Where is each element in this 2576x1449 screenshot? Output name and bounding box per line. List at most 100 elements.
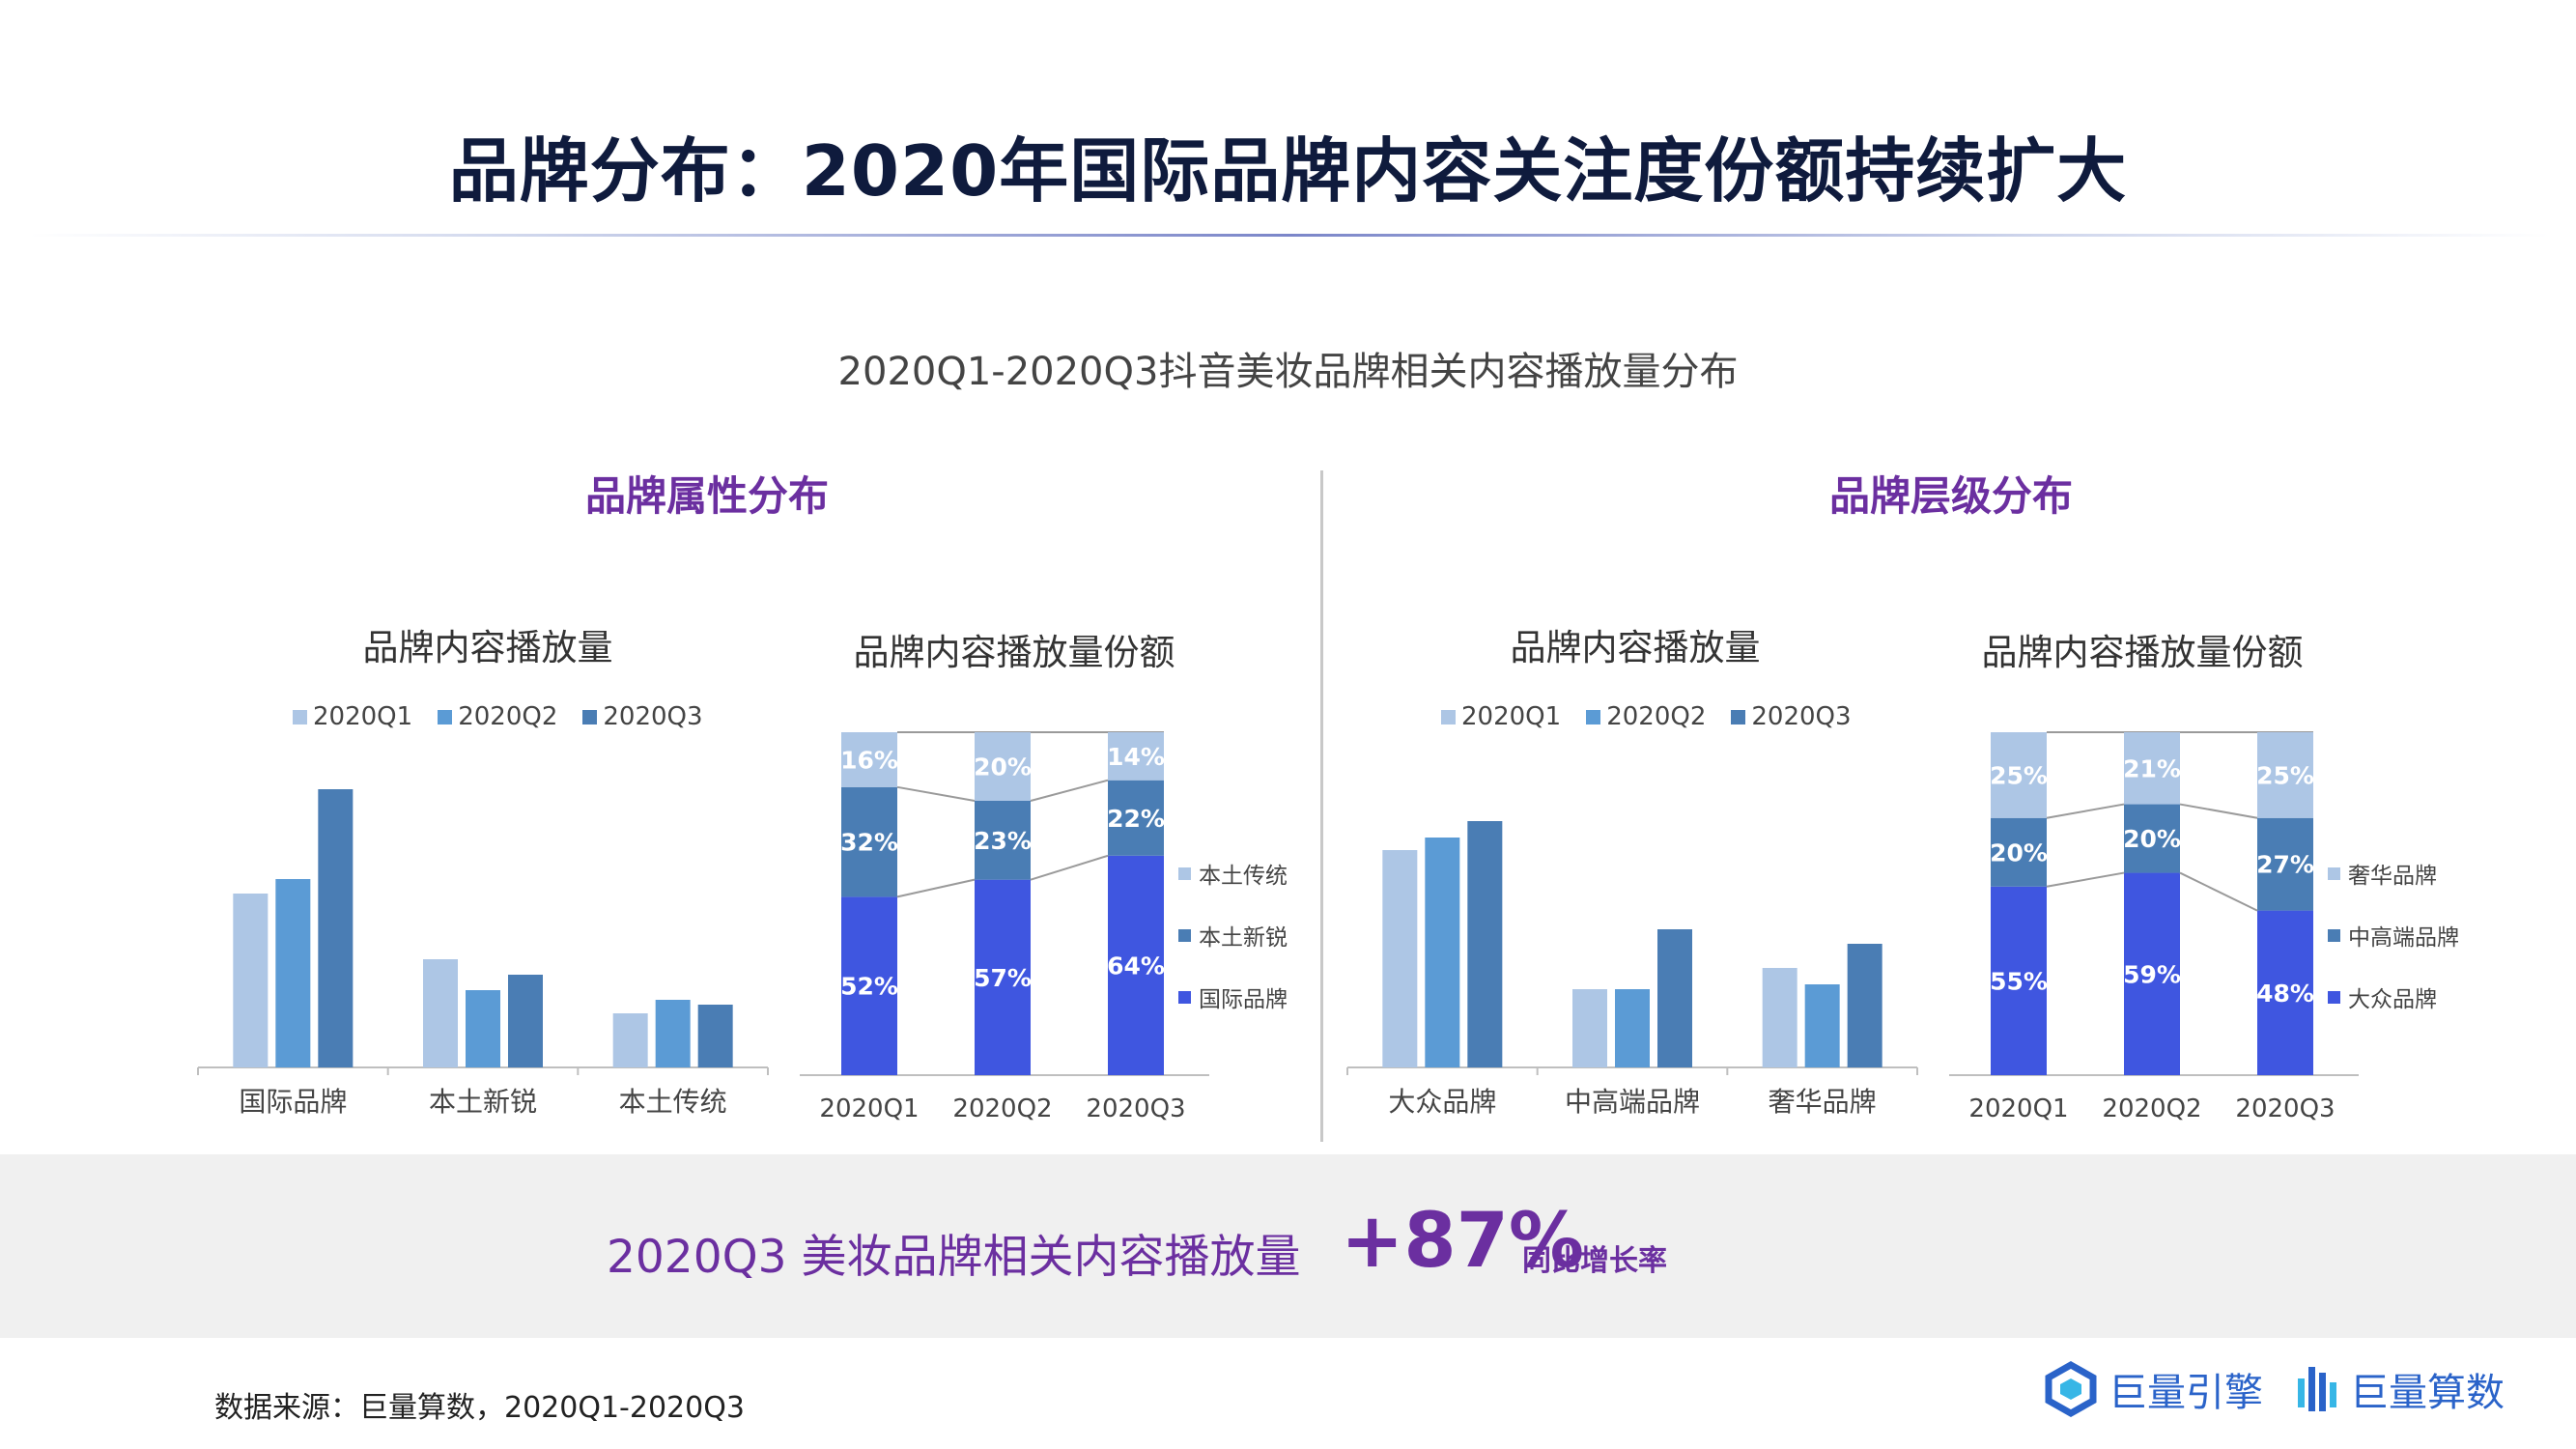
legend-swatch: [582, 709, 598, 724]
legend-swatch: [1586, 709, 1601, 724]
bar: [1615, 989, 1650, 1067]
chart4-title: 品牌内容播放量份额: [1981, 632, 2304, 673]
connector-line: [896, 878, 976, 898]
data-source: 数据来源：巨量算数，2020Q1-2020Q3: [214, 1391, 745, 1425]
bar: [655, 1000, 691, 1067]
segment-label: 55%: [1990, 967, 2048, 995]
chart1-legend: 2020Q1 2020Q2 2020Q3: [293, 702, 703, 731]
legend-label: 2020Q1: [1461, 702, 1562, 731]
suanshu-logo: 巨量算数: [2294, 1360, 2505, 1418]
segment-label: 14%: [1107, 743, 1165, 771]
connector-line: [1030, 779, 1109, 802]
highlight-suffix: 同比增长率: [1522, 1244, 1667, 1278]
chart3-legend: 2020Q1 2020Q2 2020Q3: [1441, 702, 1852, 731]
suanshu-logo-icon: [2298, 1367, 2336, 1411]
legend-swatch: [2328, 867, 2340, 880]
legend-item: 中高端品牌: [2328, 904, 2459, 966]
stack-segment: [2257, 732, 2313, 818]
section-title-attribute: 品牌属性分布: [584, 472, 829, 520]
stack-segment: [841, 732, 897, 787]
bar: [508, 975, 543, 1067]
stack-segment: [1108, 855, 1164, 1075]
legend-label: 2020Q2: [458, 702, 558, 731]
segment-label: 20%: [974, 753, 1032, 781]
segment-label: 20%: [1990, 838, 2048, 867]
x-tick-label: 本土新锐: [429, 1086, 537, 1118]
bar: [1762, 968, 1798, 1067]
legend-swatch: [1178, 867, 1191, 880]
connector-line: [2179, 803, 2258, 819]
stack-segment: [2124, 804, 2180, 873]
x-tick-label: 国际品牌: [239, 1086, 347, 1118]
legend-item: 2020Q3: [1731, 702, 1852, 731]
legend-label: 本土新锐: [1199, 925, 1288, 951]
bar: [1572, 989, 1607, 1067]
segment-label: 21%: [2123, 754, 2181, 782]
legend-swatch: [2328, 990, 2340, 1004]
segment-label: 57%: [974, 964, 1032, 992]
chart1-title: 品牌内容播放量: [362, 627, 613, 668]
connector-line: [2046, 871, 2125, 888]
chart1-bar-chart: 国际品牌 本土新锐 本土传统: [197, 789, 769, 1118]
legend-item: 2020Q1: [293, 702, 412, 731]
x-tick-label: 2020Q3: [1086, 1094, 1185, 1123]
legend-item: 2020Q2: [438, 702, 557, 731]
legend-item: 2020Q1: [1441, 702, 1561, 731]
page-subtitle: 2020Q1-2020Q3抖音美妆品牌相关内容播放量分布: [837, 350, 1739, 394]
stack-segment: [1108, 732, 1164, 781]
legend-label: 2020Q2: [1606, 702, 1707, 731]
bar: [1804, 984, 1840, 1067]
bar: [318, 789, 354, 1067]
section-divider: [1320, 470, 1323, 1142]
segment-label: 16%: [840, 746, 898, 774]
legend-swatch: [293, 709, 307, 724]
engine-logo-icon: [2045, 1361, 2097, 1417]
segment-label: 32%: [840, 829, 898, 857]
chart4-stacked-chart: 55% 20% 25% 2020Q1 59% 20% 21% 2020Q2 48% 27% 25% 2…: [1949, 731, 2359, 1123]
legend-item: 2020Q3: [582, 702, 703, 731]
legend-label: 中高端品牌: [2348, 925, 2459, 951]
bar: [1382, 850, 1418, 1067]
chart2-legend: 本土传统 本土新锐 国际品牌: [1178, 842, 1288, 1028]
chart2-title: 品牌内容播放量份额: [853, 632, 1175, 673]
segment-label: 23%: [974, 827, 1032, 855]
bar: [697, 1005, 733, 1067]
legend-swatch: [1731, 709, 1746, 724]
segment-label: 27%: [2256, 851, 2314, 879]
stack-segment: [2124, 872, 2180, 1075]
stack-segment: [1991, 817, 2047, 887]
segment-label: 59%: [2123, 960, 2181, 988]
connector-line: [1030, 854, 1109, 881]
legend-label: 奢华品牌: [2348, 864, 2437, 889]
segment-label: 25%: [2256, 761, 2314, 789]
connector-line: [2046, 803, 2125, 819]
legend-item: 本土新锐: [1178, 904, 1288, 966]
stack-segment: [1991, 886, 2047, 1075]
legend-swatch: [2328, 928, 2340, 942]
stack-segment: [2124, 732, 2180, 805]
bar: [612, 1013, 648, 1067]
stack-segment: [975, 801, 1031, 880]
stack-segment: [1991, 732, 2047, 818]
bar: [466, 990, 500, 1067]
section-title-tier: 品牌层级分布: [1828, 472, 2073, 520]
legend-item: 大众品牌: [2328, 966, 2459, 1028]
title-underline: [29, 234, 2550, 237]
segment-label: 64%: [1107, 952, 1165, 980]
legend-item: 2020Q2: [1586, 702, 1706, 731]
legend-swatch: [1441, 709, 1456, 724]
segment-label: 52%: [840, 973, 898, 1001]
x-tick-label: 2020Q1: [1968, 1094, 2068, 1123]
legend-swatch: [438, 709, 453, 724]
legend-swatch: [1178, 928, 1191, 942]
bar: [1425, 838, 1460, 1067]
legend-swatch: [1178, 990, 1191, 1004]
x-tick-label: 2020Q3: [2235, 1094, 2335, 1123]
segment-label: 25%: [1990, 761, 2048, 789]
bar: [1847, 944, 1882, 1067]
engine-logo: 巨量引擎: [2043, 1360, 2263, 1418]
x-tick-label: 中高端品牌: [1565, 1086, 1700, 1118]
bar: [275, 879, 311, 1067]
stack-segment: [841, 786, 897, 897]
legend-label: 2020Q3: [1751, 702, 1852, 731]
